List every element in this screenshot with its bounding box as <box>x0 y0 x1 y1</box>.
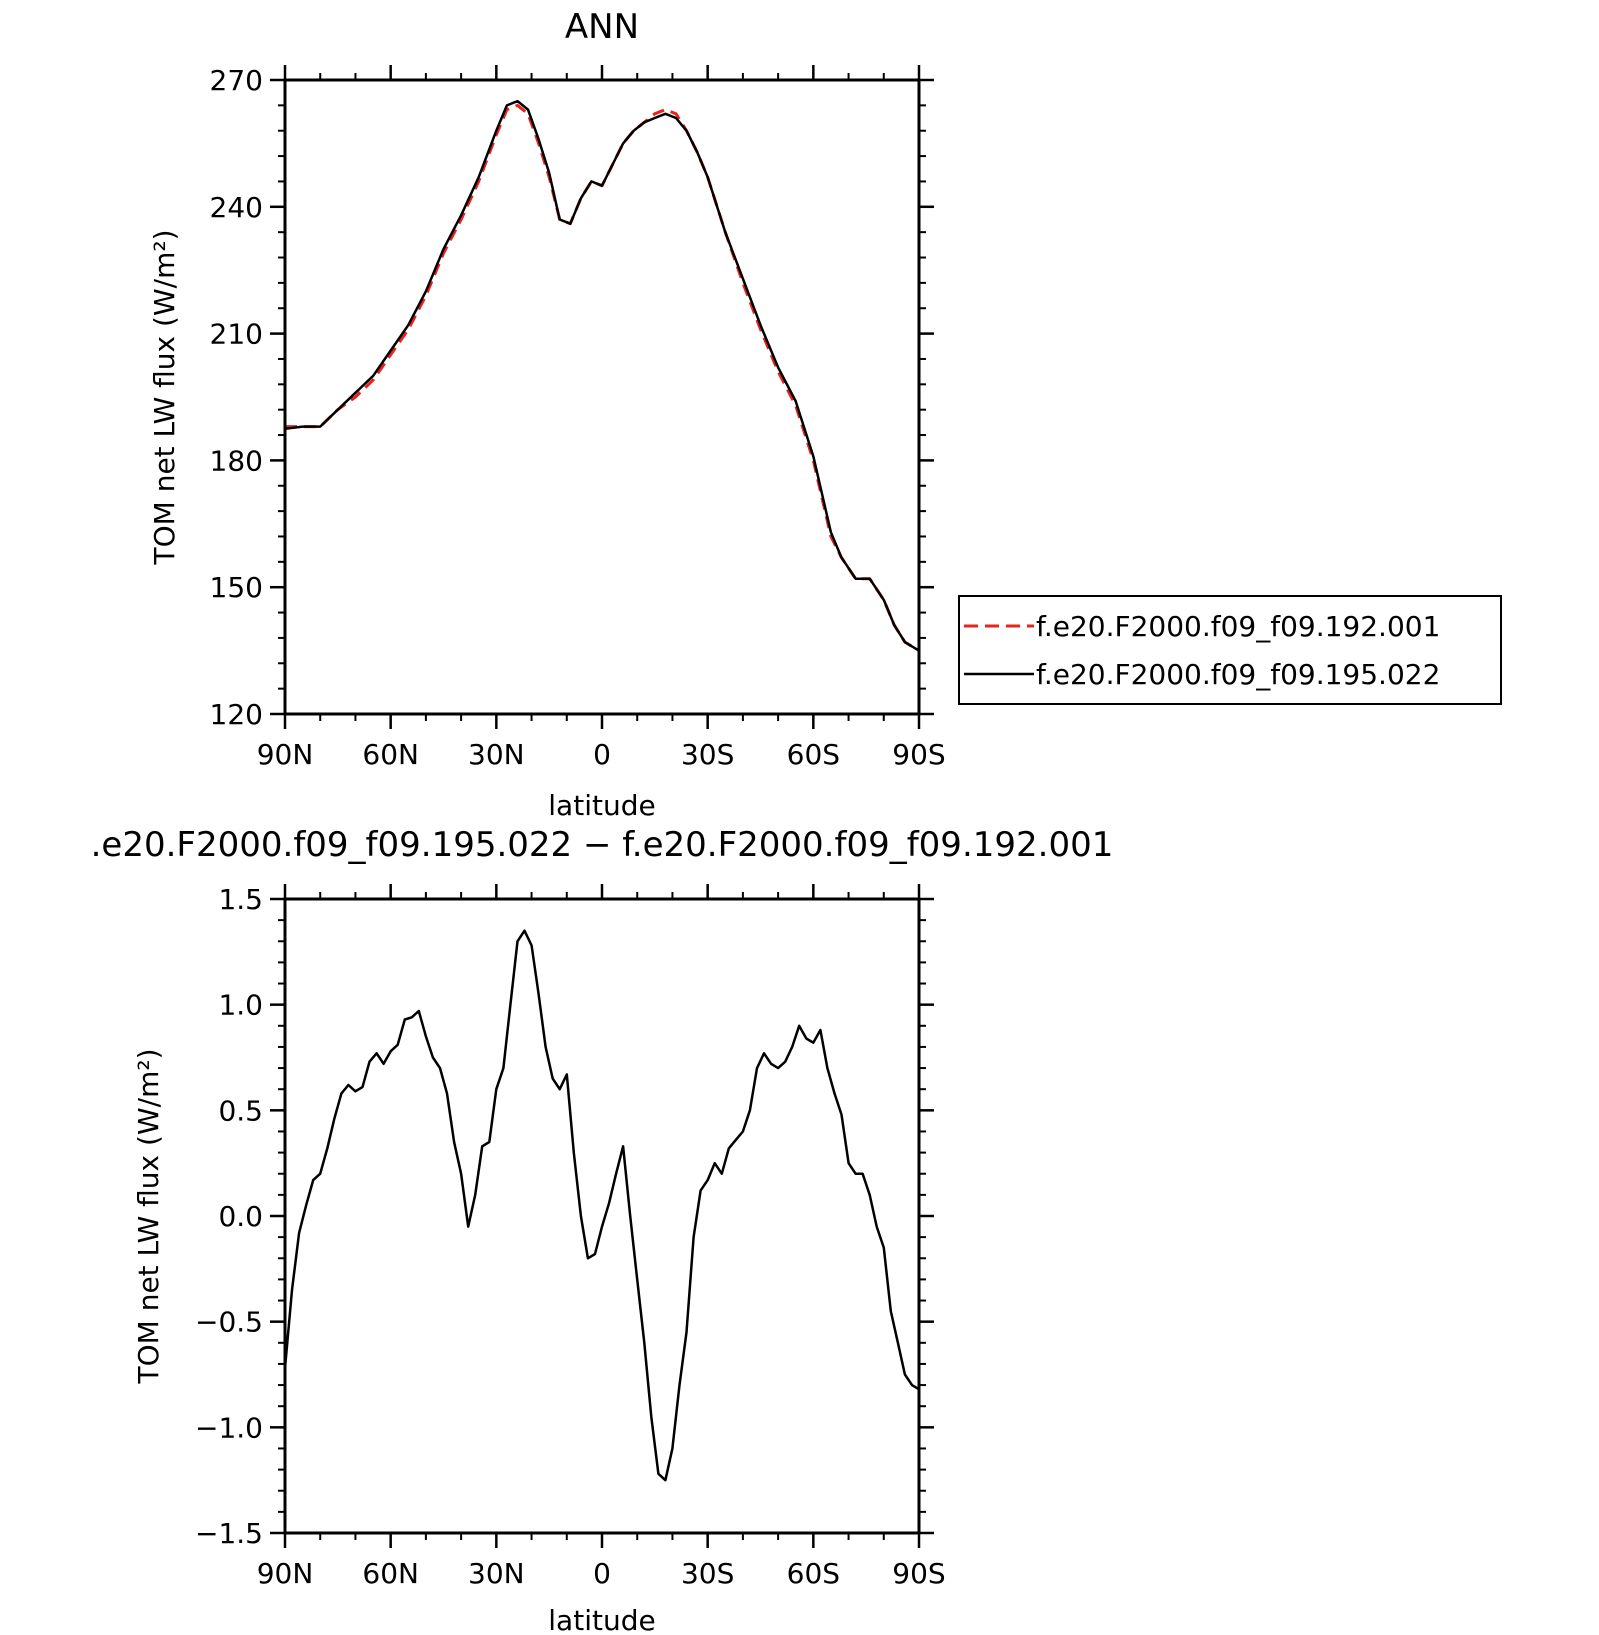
top-x-tick-label: 90N <box>257 738 314 771</box>
top-x-tick-label: 90S <box>892 738 945 771</box>
bottom-y-tick-label: −0.5 <box>195 1306 263 1339</box>
top-y-tick-label: 270 <box>210 64 263 97</box>
top-ticks <box>270 65 934 729</box>
bottom-x-tick-label: 90S <box>892 1557 945 1590</box>
top-x-tick-label: 30S <box>681 738 734 771</box>
bottom-y-tick-label: 1.5 <box>218 883 263 916</box>
bottom-x-tick-label: 60N <box>362 1557 419 1590</box>
top-y-axis-label: TOM net LW flux (W/m²) <box>148 230 181 566</box>
top-x-axis-label: latitude <box>548 789 655 822</box>
bottom-y-tick-label: 0.5 <box>218 1094 263 1127</box>
bottom-x-axis-label: latitude <box>548 1604 655 1635</box>
top-chart-title: ANN <box>565 7 639 47</box>
bottom-x-tick-label: 0 <box>593 1557 611 1590</box>
top-y-tick-label: 150 <box>210 571 263 604</box>
top-plot-frame <box>283 78 921 716</box>
bottom-x-tick-label: 60S <box>787 1557 840 1590</box>
legend: f.e20.F2000.f09_f09.192.001 f.e20.F2000.… <box>958 595 1502 705</box>
bottom-y-tick-labels: −1.5 −1.0 −0.5 0.0 0.5 1.0 1.5 <box>195 883 263 1550</box>
bottom-y-tick-label: 0.0 <box>218 1200 263 1233</box>
top-y-tick-label: 240 <box>210 191 263 224</box>
top-x-tick-label: 0 <box>593 738 611 771</box>
bottom-y-tick-label: −1.0 <box>195 1411 263 1444</box>
bottom-x-tick-label: 30N <box>468 1557 525 1590</box>
bottom-x-tick-label: 90N <box>257 1557 314 1590</box>
legend-label-195: f.e20.F2000.f09_f09.195.022 <box>1036 658 1440 691</box>
top-x-tick-label: 60S <box>787 738 840 771</box>
top-x-tick-labels: 90N 60N 30N 0 30S 60S 90S <box>257 738 946 771</box>
bottom-ticks <box>270 884 934 1548</box>
top-x-tick-label: 60N <box>362 738 419 771</box>
top-y-tick-label: 180 <box>210 444 263 477</box>
bottom-series-line-1 <box>283 929 920 1482</box>
bottom-chart-title: .e20.F2000.f09_f09.195.022 − f.e20.F2000… <box>91 825 1114 865</box>
top-series-line-2 <box>284 99 920 652</box>
bottom-y-axis-label: TOM net LW flux (W/m²) <box>132 1049 165 1385</box>
legend-box <box>958 595 1502 705</box>
bottom-series-layer <box>283 929 920 1482</box>
bottom-y-tick-label: −1.5 <box>195 1517 263 1550</box>
bottom-plot-frame <box>283 897 921 1535</box>
top-y-tick-label: 210 <box>210 318 263 351</box>
bottom-y-tick-label: 1.0 <box>218 989 263 1022</box>
top-series-layer <box>284 99 920 652</box>
top-y-tick-label: 120 <box>210 698 263 731</box>
top-x-tick-label: 30N <box>468 738 525 771</box>
bottom-x-tick-labels: 90N 60N 30N 0 30S 60S 90S <box>257 1557 946 1590</box>
bottom-panel: .e20.F2000.f09_f09.195.022 − f.e20.F2000… <box>91 825 1114 1635</box>
top-series-line-1 <box>285 103 920 652</box>
top-y-tick-labels: 120 150 180 210 240 270 <box>210 64 263 731</box>
bottom-x-tick-label: 30S <box>681 1557 734 1590</box>
legend-label-192: f.e20.F2000.f09_f09.192.001 <box>1036 610 1440 643</box>
